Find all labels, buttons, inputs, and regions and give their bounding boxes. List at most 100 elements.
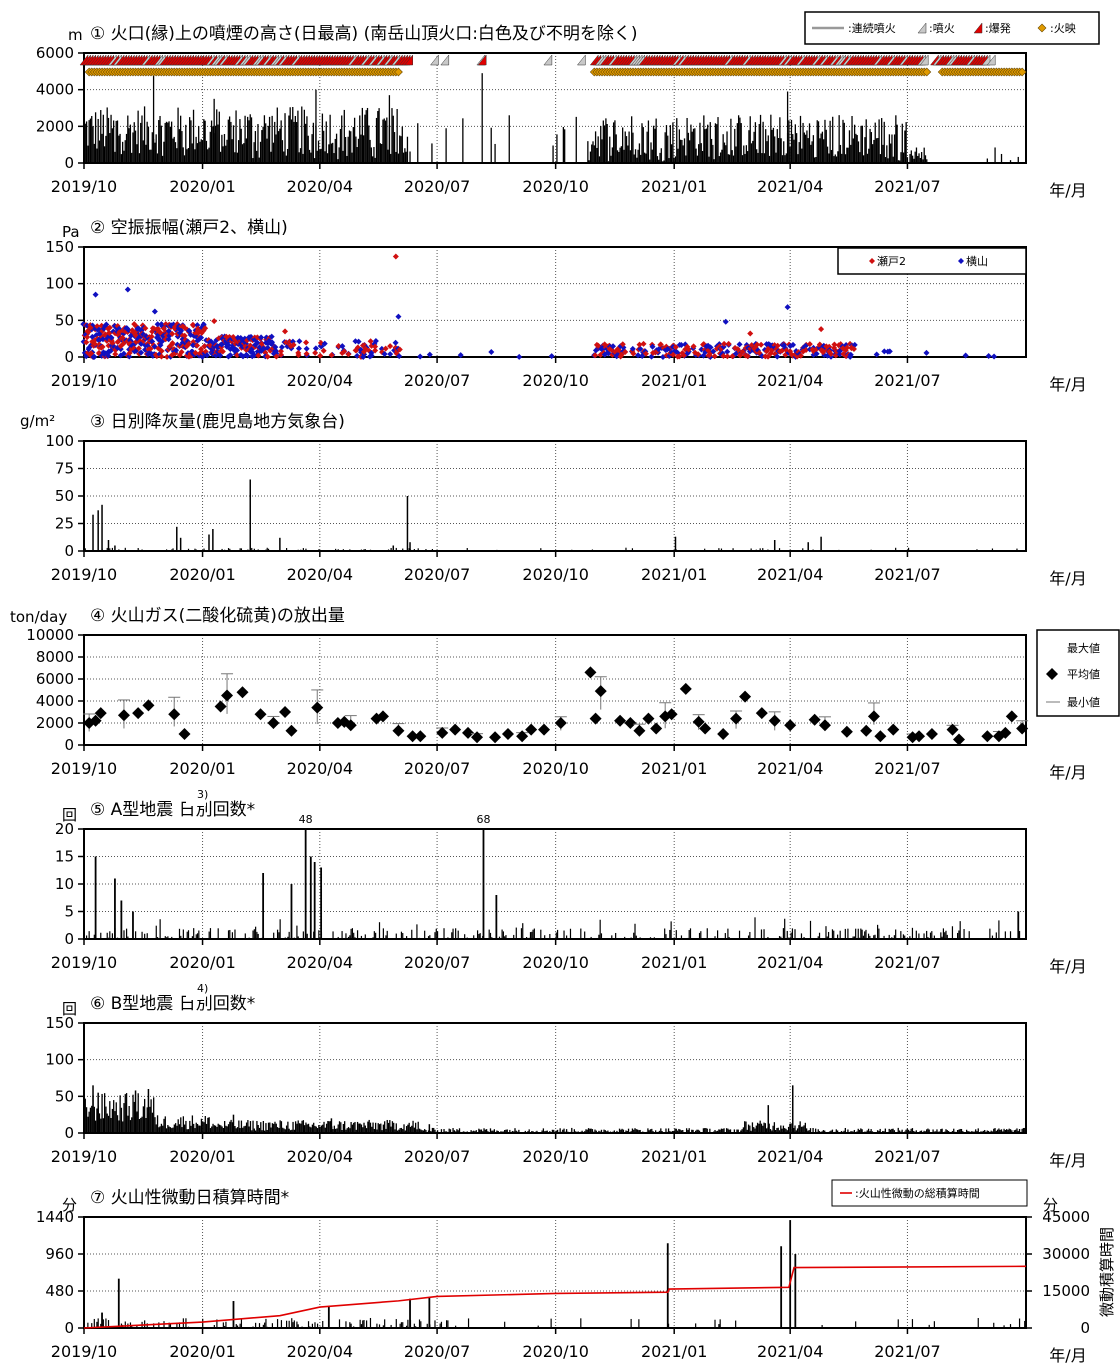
- mean-point: [584, 666, 597, 679]
- title-sup-mask: [186, 790, 206, 806]
- mean-point: [840, 725, 853, 738]
- seto-point: [91, 341, 98, 348]
- y-tick-label: 0: [64, 736, 74, 754]
- yokoyama-swatch: [958, 258, 964, 264]
- mean-point: [633, 724, 646, 737]
- seto-point: [192, 349, 199, 356]
- seto-point: [803, 346, 810, 353]
- seto-point: [202, 325, 209, 332]
- yokoyama-point: [813, 350, 820, 357]
- mean-point: [279, 706, 292, 718]
- yokoyama-point: [91, 353, 98, 360]
- mean-point: [489, 731, 502, 744]
- mean-point: [376, 710, 389, 723]
- seto-point: [618, 351, 625, 358]
- x-unit-label: 年/月: [1049, 181, 1086, 200]
- seto-point: [84, 334, 91, 341]
- y-tick-label: 50: [55, 311, 74, 329]
- seto-point: [827, 350, 834, 357]
- x-tick-label: 2020/07: [404, 177, 470, 196]
- glow-marker: [922, 67, 932, 77]
- mean-point: [344, 719, 357, 732]
- mean-point: [784, 719, 797, 732]
- y-tick-label: 100: [45, 1051, 74, 1069]
- seto-point: [367, 338, 374, 345]
- seto-point: [744, 353, 751, 360]
- x-tick-label: 2020/07: [404, 371, 470, 390]
- yokoyama-point: [368, 352, 375, 359]
- x-tick-label: 2019/10: [51, 371, 117, 390]
- seto-point: [112, 351, 119, 358]
- mean-point: [414, 730, 427, 743]
- eruption-marker: [477, 54, 487, 66]
- mean-point: [594, 685, 607, 698]
- mean-point: [132, 707, 145, 720]
- mean-point: [392, 724, 405, 737]
- eruption-marker: [919, 54, 929, 66]
- yokoyama-point: [138, 349, 145, 356]
- x-tick-label: 2020/10: [522, 1342, 588, 1361]
- eruption-swatch: [917, 22, 927, 34]
- y-tick-label: 0: [64, 348, 74, 366]
- y-tick-label: 0: [64, 930, 74, 948]
- legend-panel-1: :連続噴火:噴火:爆発:火映: [804, 11, 1100, 45]
- yokoyama-point: [417, 353, 424, 360]
- seto-point: [747, 330, 754, 337]
- y2-unit-label: 分: [1043, 1196, 1058, 1214]
- mean-point: [94, 707, 107, 720]
- y-unit-label: m: [68, 26, 83, 44]
- seto-point: [636, 341, 643, 348]
- seto-point: [135, 345, 142, 352]
- seto-point: [721, 340, 728, 347]
- eruption-marker: [404, 54, 413, 66]
- seto-point: [844, 344, 851, 351]
- x-unit-label: 年/月: [1049, 957, 1086, 976]
- legend-seto: 瀬戸2: [877, 254, 906, 268]
- seto-point: [630, 350, 637, 357]
- yokoyama-point: [126, 353, 133, 360]
- yokoyama-point: [774, 353, 781, 360]
- seto-point: [672, 344, 679, 351]
- mean-point: [808, 713, 821, 726]
- yokoyama-point: [548, 353, 555, 360]
- legend-avg: 平均値: [1067, 668, 1100, 681]
- yokoyama-point: [873, 351, 880, 358]
- yokoyama-point: [198, 334, 205, 341]
- seto-point: [818, 326, 825, 333]
- yokoyama-point: [881, 348, 888, 355]
- x-tick-label: 2021/07: [874, 371, 940, 390]
- yokoyama-point: [698, 346, 705, 353]
- x-tick-label: 2020/10: [522, 177, 588, 196]
- x-tick-label: 2021/04: [757, 1342, 823, 1361]
- seto-point: [806, 341, 813, 348]
- x-tick-label: 2021/04: [757, 953, 823, 972]
- y-tick-label: 1440: [36, 1208, 74, 1226]
- yokoyama-point: [243, 351, 250, 358]
- mean-swatch: [1046, 668, 1058, 680]
- cumulative-line: [83, 1265, 1027, 1329]
- x-tick-label: 2021/01: [641, 1147, 707, 1166]
- yokoyama-point: [258, 334, 265, 341]
- seto-point: [642, 350, 649, 357]
- mean-point: [730, 712, 743, 725]
- seto-point: [277, 348, 284, 355]
- x-tick-label: 2021/07: [874, 759, 940, 778]
- yokoyama-point: [610, 343, 617, 350]
- yokoyama-point: [678, 342, 685, 349]
- explosion-swatch: [973, 22, 983, 34]
- x-unit-label: 年/月: [1049, 1346, 1086, 1365]
- seto-point: [831, 341, 838, 348]
- x-tick-label: 2020/01: [169, 1147, 235, 1166]
- x-tick-label: 2020/10: [522, 565, 588, 584]
- mean-point: [692, 715, 705, 728]
- yokoyama-point: [635, 352, 642, 359]
- panel-1: 0 2000 4000 6000 2019/10 2020/01 2020/04 2020/0…: [36, 11, 1100, 200]
- legend-box: [837, 247, 1027, 275]
- yokoyama-point: [710, 348, 717, 355]
- legend-box: [831, 1179, 1028, 1207]
- yokoyama-point: [923, 349, 930, 356]
- y-tick-label: 480: [45, 1282, 74, 1300]
- seto-point: [345, 351, 352, 358]
- x-tick-label: 2019/10: [51, 1147, 117, 1166]
- x-tick-label: 2021/04: [757, 371, 823, 390]
